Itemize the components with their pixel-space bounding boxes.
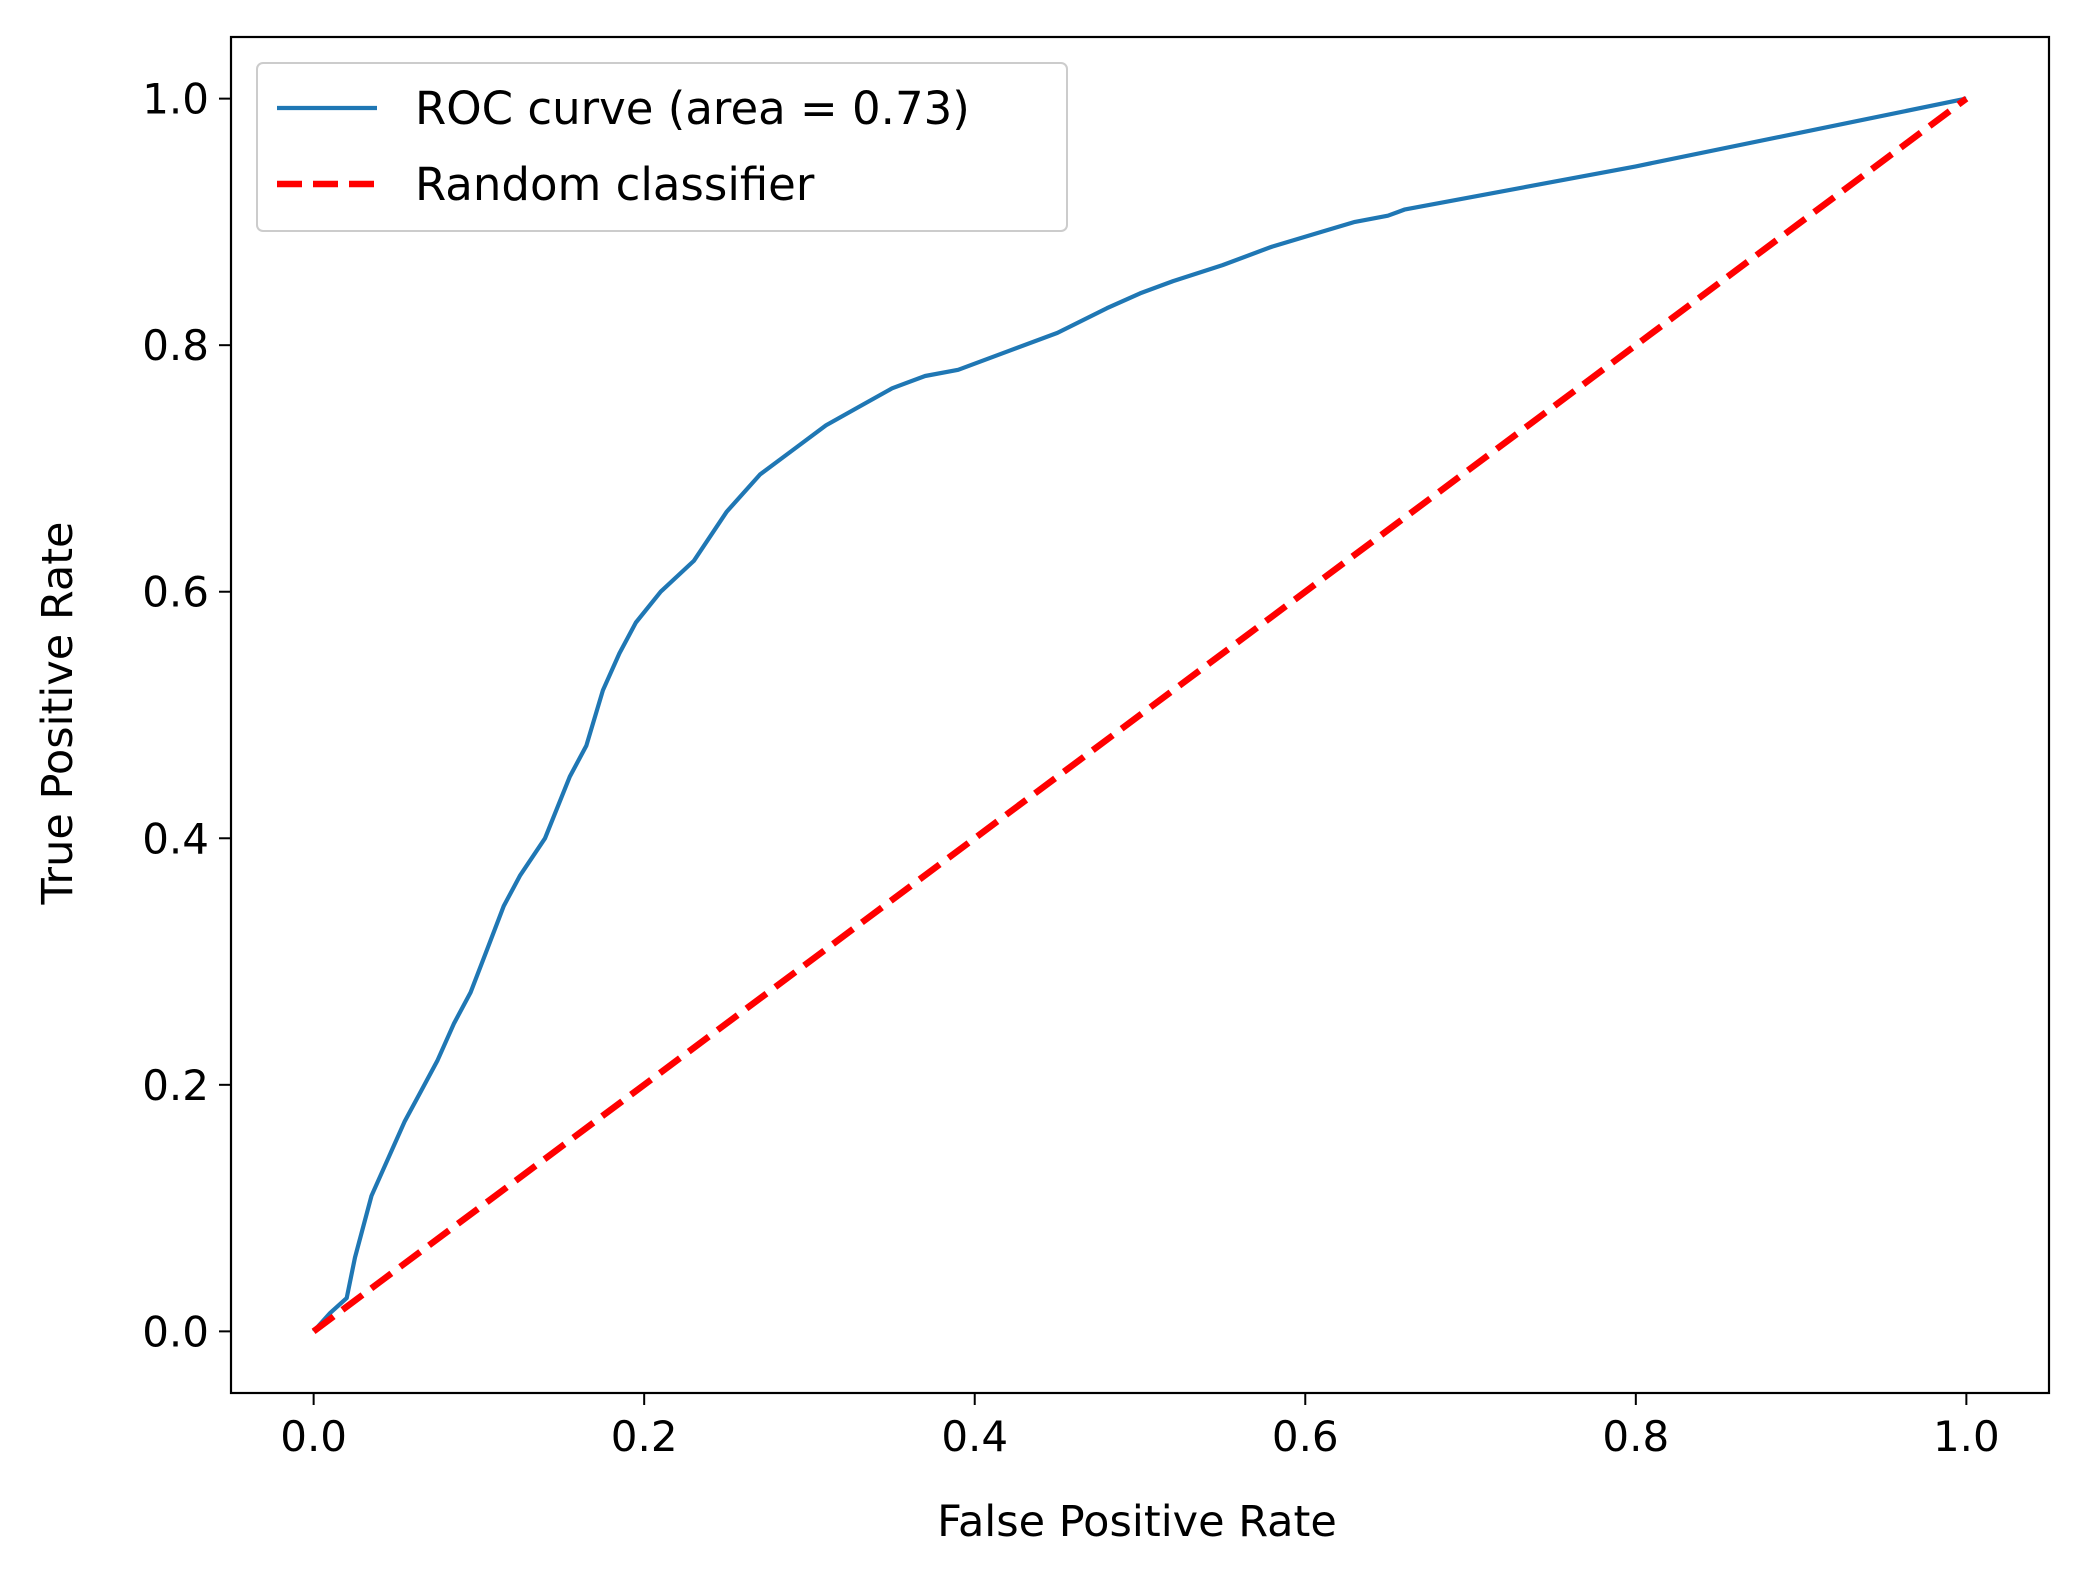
y-tick-label: 0.6	[142, 568, 209, 617]
legend-label: Random classifier	[415, 158, 815, 211]
x-tick-label: 0.6	[1272, 1412, 1339, 1461]
y-tick-label: 0.0	[142, 1307, 209, 1356]
x-tick-label: 1.0	[1933, 1412, 2000, 1461]
plot-area	[229, 35, 2051, 1395]
x-tick-label: 0.4	[941, 1412, 1008, 1461]
x-axis-title: False Positive Rate	[937, 1497, 1337, 1547]
y-tick-label: 0.2	[142, 1061, 209, 1110]
legend-box	[256, 62, 1068, 232]
x-tick-label: 0.2	[611, 1412, 678, 1461]
x-axis: 0.0 0.2 0.4 0.6 0.8 1.0	[280, 1393, 2000, 1461]
random-classifier-line	[311, 95, 1969, 1335]
roc-curve-line	[312, 96, 1967, 1333]
legend-label: ROC curve (area = 0.73)	[415, 82, 970, 135]
plot-frame	[229, 35, 2051, 1395]
x-tick-label: 0.8	[1602, 1412, 1669, 1461]
x-tick-label: 0.0	[280, 1412, 347, 1461]
y-tick-label: 0.4	[142, 814, 209, 863]
legend: ROC curve (area = 0.73) Random classifier	[256, 62, 1068, 232]
y-axis: 0.0 0.2 0.4 0.6 0.8 1.0	[142, 75, 231, 1356]
y-tick-label: 1.0	[142, 75, 209, 124]
y-tick-label: 0.8	[142, 321, 209, 370]
y-axis-title: True Positive Rate	[33, 521, 83, 905]
